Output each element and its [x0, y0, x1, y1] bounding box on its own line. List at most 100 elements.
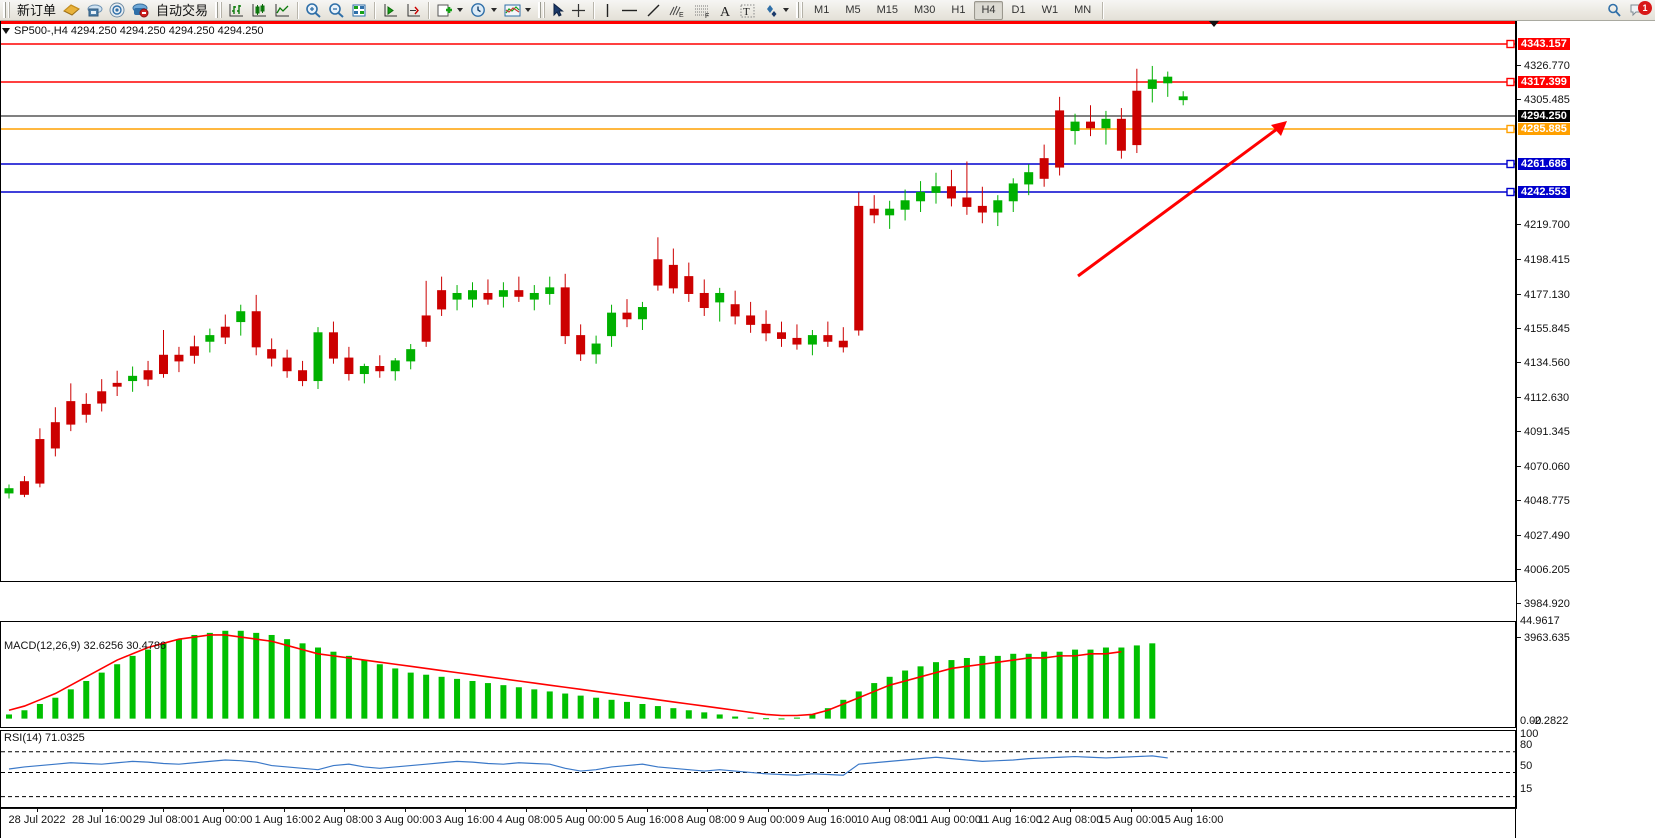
toolbar-grip-3[interactable] — [538, 2, 546, 18]
time-tick — [647, 808, 648, 812]
rsi-level-50: 50 — [1520, 760, 1533, 772]
price-line-label[interactable]: 4285.885 — [1518, 123, 1570, 135]
fibonacci-icon[interactable]: F — [690, 1, 715, 20]
price-tick: 4219.700 — [1517, 219, 1570, 231]
vertical-line-icon[interactable] — [598, 1, 617, 20]
elliott-wave-icon[interactable]: E — [665, 1, 690, 20]
rsi-label: RSI(14) 71.0325 — [4, 732, 85, 744]
bar-chart-icon[interactable] — [225, 1, 248, 20]
text-label-icon[interactable]: T — [736, 1, 759, 20]
rsi-level-100: 100 — [1520, 728, 1539, 740]
price-tick-label: 4134.560 — [1524, 357, 1570, 369]
price-line-label[interactable]: 4317.399 — [1518, 76, 1570, 88]
price-tick-label: 4091.345 — [1524, 426, 1570, 438]
period-icon[interactable] — [467, 1, 490, 20]
rsi-level-80: 80 — [1520, 739, 1533, 751]
autotrading-icon[interactable] — [129, 1, 152, 20]
rsi-pane[interactable] — [0, 730, 1516, 808]
price-tick: 4027.490 — [1517, 530, 1570, 542]
period-dropdown-caret[interactable] — [491, 8, 498, 12]
horizontal-line-icon[interactable] — [617, 1, 642, 20]
toolbar-separator-1 — [297, 1, 300, 19]
time-tick — [1131, 808, 1132, 812]
price-tick-label: 4048.775 — [1524, 495, 1570, 507]
price-pane[interactable] — [0, 21, 1516, 582]
timeframe-h4[interactable]: H4 — [974, 0, 1003, 20]
add-indicator-icon[interactable] — [433, 1, 456, 20]
toolbar-grip-4[interactable] — [796, 2, 804, 18]
candlestick-chart-icon[interactable] — [248, 1, 271, 20]
toolbar-separator-3 — [428, 1, 431, 19]
time-label: 28 Jul 2022 — [8, 814, 66, 826]
timeframe-mn[interactable]: MN — [1074, 3, 1092, 16]
cursor-icon[interactable] — [548, 1, 567, 20]
time-label: 1 Aug 00:00 — [193, 814, 253, 826]
line-chart-icon[interactable] — [271, 1, 294, 20]
timeframe-h1[interactable]: H1 — [951, 3, 966, 16]
price-tick-label: 4006.205 — [1524, 564, 1570, 576]
add-indicator-dropdown-caret[interactable] — [457, 8, 464, 12]
price-line-label[interactable]: 4242.553 — [1518, 186, 1570, 198]
time-label: 10 Aug 08:00 — [856, 814, 922, 826]
objects-dropdown-caret[interactable] — [783, 8, 790, 12]
auto-scroll-icon[interactable] — [379, 1, 402, 20]
price-line-label[interactable]: 4294.250 — [1518, 110, 1570, 122]
zoom-out-icon[interactable] — [325, 1, 348, 20]
toolbar-grip-2[interactable] — [215, 2, 223, 18]
svg-text:T: T — [743, 6, 750, 18]
price-scale[interactable]: 4326.770 4305.485 4219.700 4198.415 4177.130… — [1516, 21, 1655, 808]
templates-dropdown-caret[interactable] — [525, 8, 532, 12]
time-label: 2 Aug 08:00 — [314, 814, 374, 826]
macd-label: MACD(12,26,9) 32.6256 30.4786 — [4, 640, 167, 652]
objects-icon[interactable] — [759, 1, 782, 20]
price-tick: 4198.415 — [1517, 254, 1570, 266]
price-line-label[interactable]: 4261.686 — [1518, 158, 1570, 170]
price-tick-label: 3984.920 — [1524, 598, 1570, 610]
time-scale[interactable]: 28 Jul 2022 28 Jul 16:00 29 Jul 08:00 1 Aug… — [0, 808, 1517, 838]
zoom-in-icon[interactable] — [302, 1, 325, 20]
rsi-level-15: 15 — [1520, 783, 1533, 795]
time-label: 15 Aug 00:00 — [1098, 814, 1164, 826]
time-tick — [707, 808, 708, 812]
time-label: 5 Aug 16:00 — [617, 814, 677, 826]
svg-text:F: F — [705, 13, 709, 19]
autotrading-button[interactable]: 自动交易 — [156, 2, 209, 18]
chart-top-marker — [1209, 21, 1219, 27]
time-tick — [102, 808, 103, 812]
time-tick — [37, 808, 38, 812]
timeframe-m15[interactable]: M15 — [876, 3, 898, 16]
chart-collapse-icon[interactable] — [2, 28, 10, 34]
time-label: 11 Aug 16:00 — [977, 814, 1043, 826]
new-order-button[interactable]: 新订单 — [17, 2, 57, 18]
time-label: 3 Aug 16:00 — [435, 814, 495, 826]
chart-shift-end-icon[interactable] — [402, 1, 425, 20]
chart-shift-icon[interactable] — [348, 1, 371, 20]
time-tick — [1191, 808, 1192, 812]
text-icon[interactable]: A — [715, 1, 736, 20]
toolbar-separator-2 — [374, 1, 377, 19]
notification-icon[interactable]: 1 — [1626, 0, 1652, 20]
new-order-icon[interactable] — [60, 1, 83, 20]
price-line-label[interactable]: 4343.157 — [1518, 38, 1570, 50]
signal-icon[interactable] — [106, 1, 129, 20]
time-label: 4 Aug 08:00 — [496, 814, 556, 826]
crosshair-icon[interactable] — [567, 1, 590, 20]
timeframe-m5[interactable]: M5 — [845, 3, 861, 16]
notification-badge: 1 — [1638, 0, 1652, 15]
macd-pane[interactable] — [0, 621, 1516, 728]
search-icon[interactable] — [1603, 1, 1626, 20]
price-tick: 4134.560 — [1517, 357, 1570, 369]
timeframe-d1[interactable]: D1 — [1011, 3, 1026, 16]
toolbar-grip[interactable] — [3, 2, 10, 18]
trendline-icon[interactable] — [642, 1, 665, 20]
cloud-icon[interactable] — [83, 1, 106, 20]
time-tick — [1070, 808, 1071, 812]
time-tick — [344, 808, 345, 812]
templates-icon[interactable] — [501, 1, 524, 20]
timeframe-m30[interactable]: M30 — [914, 3, 936, 16]
timeframe-m1[interactable]: M1 — [814, 3, 830, 16]
chart-area[interactable]: SP500-,H4 4294.250 4294.250 4294.250 429… — [0, 21, 1655, 838]
price-tick-label: 4305.485 — [1524, 94, 1570, 106]
time-tick — [163, 808, 164, 812]
timeframe-w1[interactable]: W1 — [1041, 3, 1059, 16]
